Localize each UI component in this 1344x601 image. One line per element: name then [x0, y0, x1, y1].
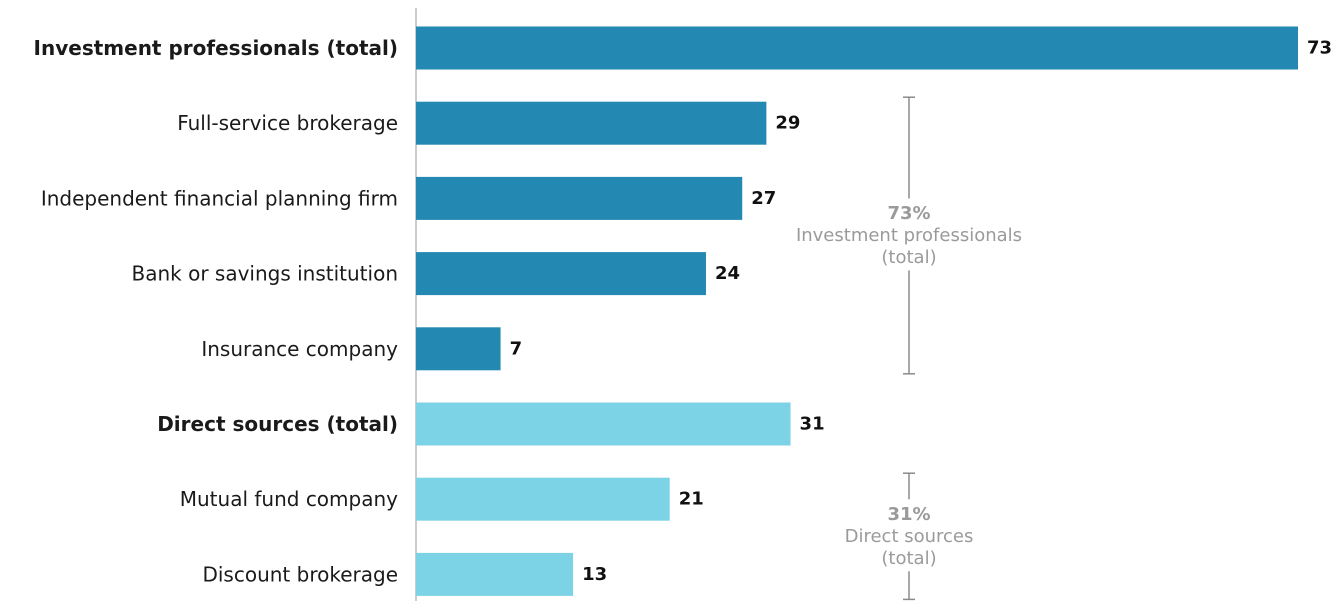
category-label: Full-service brokerage: [177, 111, 398, 135]
bar: [416, 327, 501, 371]
value-label: 73: [1307, 38, 1332, 59]
annotation-label: (total): [881, 247, 936, 268]
category-label: Insurance company: [201, 337, 398, 361]
category-label: Bank or savings institution: [131, 262, 398, 286]
bars-group: [416, 26, 1298, 596]
value-labels-group: 73 29 27 24 7 31 21 13: [510, 38, 1332, 585]
bracket-annotation: 73%Investment professionals(total): [796, 96, 1022, 375]
annotation-label: (total): [881, 548, 936, 569]
category-label: Independent financial planning firm: [41, 186, 398, 210]
value-label: 7: [510, 338, 523, 359]
annotation-percent: 73%: [887, 203, 930, 224]
category-label: Investment professionals (total): [34, 36, 398, 60]
value-label: 29: [775, 113, 800, 134]
category-labels-group: Investment professionals (total) Full-ser…: [34, 36, 399, 586]
bar: [416, 477, 670, 521]
bracket-annotation: 31%Direct sources(total): [845, 472, 974, 601]
value-label: 27: [751, 188, 776, 209]
bar: [416, 26, 1298, 70]
value-label: 24: [715, 263, 740, 284]
bar: [416, 101, 767, 145]
bracket-annotations-group: 73%Investment professionals(total)31%Dir…: [796, 96, 1022, 601]
category-label: Direct sources (total): [157, 412, 398, 436]
bar: [416, 552, 574, 596]
value-label: 21: [679, 489, 704, 510]
annotation-percent: 31%: [887, 504, 930, 525]
bar: [416, 252, 706, 296]
category-label: Discount brokerage: [202, 562, 398, 586]
annotation-label: Direct sources: [845, 526, 974, 547]
annotation-label: Investment professionals: [796, 225, 1022, 246]
category-label: Mutual fund company: [180, 487, 398, 511]
bar: [416, 402, 791, 446]
value-label: 31: [800, 414, 825, 435]
bar: [416, 176, 743, 220]
value-label: 13: [582, 564, 607, 585]
